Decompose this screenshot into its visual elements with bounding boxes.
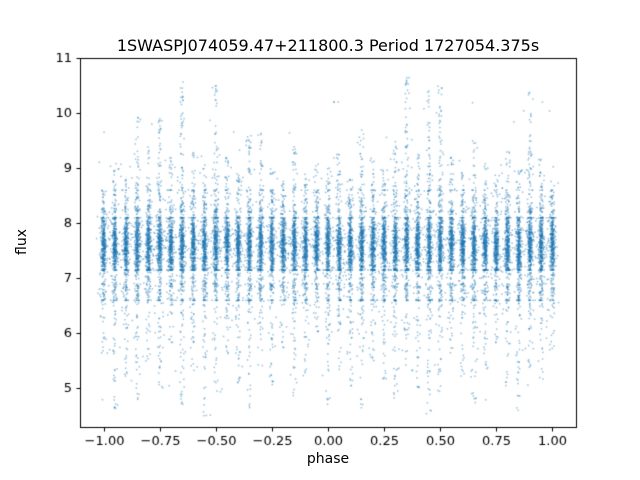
x-axis-label: phase [306,451,350,467]
y-axis-label: flux [14,229,30,255]
chart-title: 1SWASPJ074059.47+211800.3 Period 1727054… [116,36,540,55]
